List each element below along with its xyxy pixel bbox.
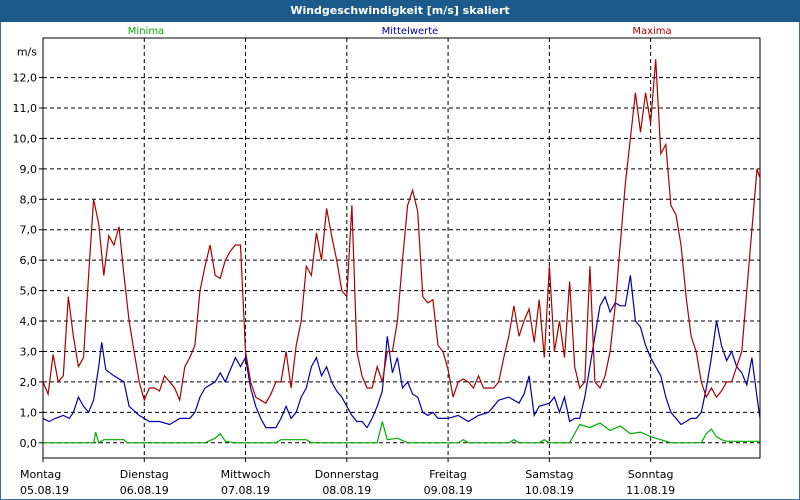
- x-tick-date: 06.08.19: [120, 484, 169, 497]
- y-tick-label: 2,0: [20, 376, 38, 389]
- y-tick-label: 10,0: [13, 132, 38, 145]
- x-tick-date: 11.08.19: [626, 484, 675, 497]
- x-tick-day: Freitag: [429, 468, 467, 481]
- grid-lines: [43, 38, 760, 458]
- x-tick-date: 09.08.19: [424, 484, 473, 497]
- plot-border: [42, 37, 761, 459]
- y-tick-label: 6,0: [20, 254, 38, 267]
- y-tick-label: 9,0: [20, 163, 38, 176]
- chart-title: Windgeschwindigkeit [m/s] skaliert: [0, 0, 800, 22]
- legend-minima: Minima: [128, 26, 164, 37]
- y-tick-label: 7,0: [20, 224, 38, 237]
- x-tick-day: Montag: [20, 468, 61, 481]
- x-tick-labels: Montag 05.08.19 Dienstag 06.08.19 Mittwoch 07…: [20, 468, 675, 497]
- x-tick-date: 05.08.19: [20, 484, 69, 497]
- y-tick-label: 8,0: [20, 193, 38, 206]
- x-tick-date: 07.08.19: [221, 484, 270, 497]
- x-tick-day: Sonntag: [628, 468, 674, 481]
- x-tick-date: 08.08.19: [322, 484, 371, 497]
- y-tick-labels: 0,0 1,0 2,0 3,0 4,0 5,0 6,0 7,0 8,0 9,0 10,0 11,0 12…: [13, 46, 38, 450]
- axes: [39, 37, 761, 462]
- x-tick-day: Donnerstag: [315, 468, 379, 481]
- series-line-mittelwerte: [43, 275, 760, 429]
- x-tick-date: 10.08.19: [525, 484, 574, 497]
- legend-mittelwerte: Mittelwerte: [382, 26, 439, 37]
- y-tick-label: 11,0: [13, 102, 38, 115]
- y-axis-label: m/s: [17, 46, 37, 59]
- series-line-minima: [43, 421, 760, 444]
- series-lines: [43, 59, 760, 444]
- x-tick-day: Mittwoch: [221, 468, 271, 481]
- y-tick-label: 1,0: [20, 406, 38, 419]
- legend-maxima: Maxima: [632, 26, 671, 37]
- x-tick-day: Samstag: [525, 468, 573, 481]
- y-tick-label: 5,0: [20, 285, 38, 298]
- series-line-maxima: [43, 59, 760, 405]
- y-tick-label: 12,0: [13, 72, 38, 85]
- y-tick-label: 4,0: [20, 315, 38, 328]
- legend: Minima Mittelwerte Maxima: [128, 26, 672, 37]
- x-tick-day: Dienstag: [120, 468, 169, 481]
- y-tick-label: 0,0: [20, 437, 38, 450]
- y-tick-label: 3,0: [20, 345, 38, 358]
